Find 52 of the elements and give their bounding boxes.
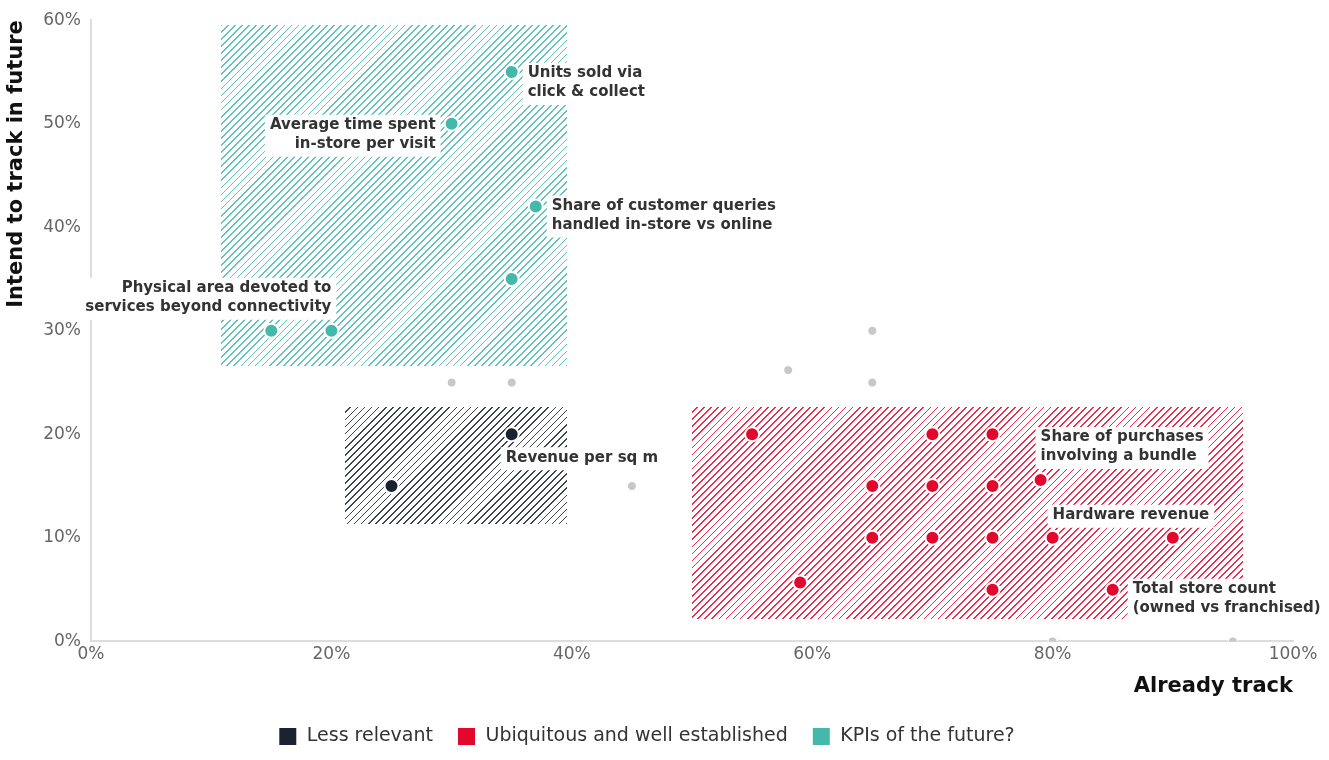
annotation: Physical area devoted to services beyond connectivity xyxy=(85,278,332,316)
point xyxy=(1164,529,1181,546)
point xyxy=(864,529,881,546)
point xyxy=(924,529,941,546)
point xyxy=(443,115,460,132)
point xyxy=(783,365,794,376)
point xyxy=(984,426,1001,443)
x-tick-label: 40% xyxy=(552,643,591,664)
point xyxy=(1104,581,1121,598)
point xyxy=(503,63,520,80)
annotation: Share of purchases involving a bundle xyxy=(1040,427,1204,465)
point xyxy=(446,377,457,388)
point xyxy=(1044,529,1061,546)
x-tick-label: 60% xyxy=(793,643,832,664)
point xyxy=(867,325,878,336)
y-tick-label: 30% xyxy=(43,319,81,340)
point xyxy=(383,478,400,495)
point xyxy=(792,574,809,591)
point xyxy=(506,377,517,388)
point xyxy=(527,198,544,215)
point xyxy=(867,377,878,388)
point xyxy=(503,426,520,443)
legend-label: KPIs of the future? xyxy=(840,723,1015,746)
point xyxy=(263,322,280,339)
point xyxy=(984,478,1001,495)
annotation: Total store count (owned vs franchised) xyxy=(1132,579,1321,617)
y-tick-label: 40% xyxy=(43,215,81,236)
x-tick-label: 100% xyxy=(1268,643,1318,664)
point xyxy=(1032,471,1049,488)
y-axis-title: Intend to track in future xyxy=(3,20,28,308)
legend-label: Ubiquitous and well established xyxy=(485,723,788,746)
annotation: Revenue per sq m xyxy=(505,447,659,466)
point xyxy=(924,426,941,443)
point xyxy=(984,581,1001,598)
x-tick-label: 80% xyxy=(1033,643,1072,664)
legend-label: Less relevant xyxy=(306,723,434,746)
point xyxy=(924,478,941,495)
point xyxy=(323,322,340,339)
x-tick-label: 20% xyxy=(312,643,351,664)
annotation: Hardware revenue xyxy=(1052,505,1210,524)
point xyxy=(864,478,881,495)
y-tick-label: 50% xyxy=(43,112,81,133)
annotation: Average time spent in-store per visit xyxy=(269,115,436,153)
point xyxy=(984,529,1001,546)
x-axis-title: Already track xyxy=(1133,672,1295,697)
y-tick-label: 20% xyxy=(43,422,81,443)
y-tick-label: 10% xyxy=(43,526,81,547)
annotation: Share of customer queries handled in-store vs online xyxy=(551,195,776,233)
y-tick-label: 60% xyxy=(43,8,81,29)
point xyxy=(744,426,761,443)
point xyxy=(503,271,520,288)
annotation: Units sold via click & collect xyxy=(527,63,645,101)
